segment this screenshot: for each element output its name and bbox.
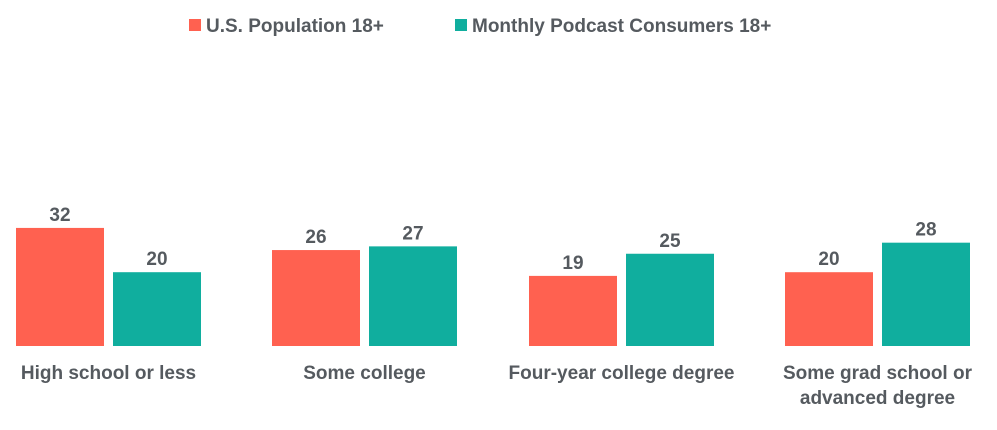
legend: U.S. Population 18+ Monthly Podcast Cons…: [189, 16, 771, 37]
legend-swatch-us-population: [189, 19, 201, 31]
category-label-1: Some college: [303, 363, 426, 384]
category-label-line: Four-year college degree: [509, 363, 735, 384]
category-label-line: Some college: [303, 363, 426, 384]
bar-u-s-population-18-3: [785, 272, 873, 346]
value-label-u-s-population-18-3: 20: [818, 249, 839, 270]
category-label-line: advanced degree: [800, 388, 955, 409]
category-labels-layer: High school or less Some college Four-year…: [21, 363, 973, 409]
bars-layer: [16, 227, 970, 346]
value-label-u-s-population-18-0: 32: [49, 205, 70, 226]
bar-monthly-podcast-consumers-18-0: [113, 272, 201, 346]
bar-monthly-podcast-consumers-18-2: [626, 253, 714, 346]
value-label-monthly-podcast-consumers-18-2: 25: [659, 231, 681, 252]
legend-label-podcast-consumers: Monthly Podcast Consumers 18+: [472, 16, 771, 37]
bar-u-s-population-18-0: [16, 227, 104, 346]
legend-label-us-population: U.S. Population 18+: [206, 16, 384, 37]
category-label-2: Four-year college degree: [509, 363, 735, 384]
legend-swatch-podcast-consumers: [455, 19, 467, 31]
bar-u-s-population-18-2: [529, 275, 617, 346]
value-label-u-s-population-18-1: 26: [305, 227, 326, 248]
category-label-0: High school or less: [21, 363, 196, 384]
value-label-u-s-population-18-2: 19: [562, 253, 583, 274]
bar-monthly-podcast-consumers-18-1: [369, 246, 457, 346]
value-label-monthly-podcast-consumers-18-1: 27: [402, 223, 423, 244]
value-label-monthly-podcast-consumers-18-0: 20: [146, 249, 167, 270]
value-labels-layer: 32 20 26 27 19 25 20 28: [49, 205, 936, 274]
category-label-3: Some grad school or advanced degree: [783, 363, 973, 409]
bar-monthly-podcast-consumers-18-3: [882, 242, 970, 346]
value-label-monthly-podcast-consumers-18-3: 28: [915, 220, 936, 241]
bar-u-s-population-18-1: [272, 250, 360, 346]
category-label-line: High school or less: [21, 363, 196, 384]
category-label-line: Some grad school or: [783, 363, 973, 384]
